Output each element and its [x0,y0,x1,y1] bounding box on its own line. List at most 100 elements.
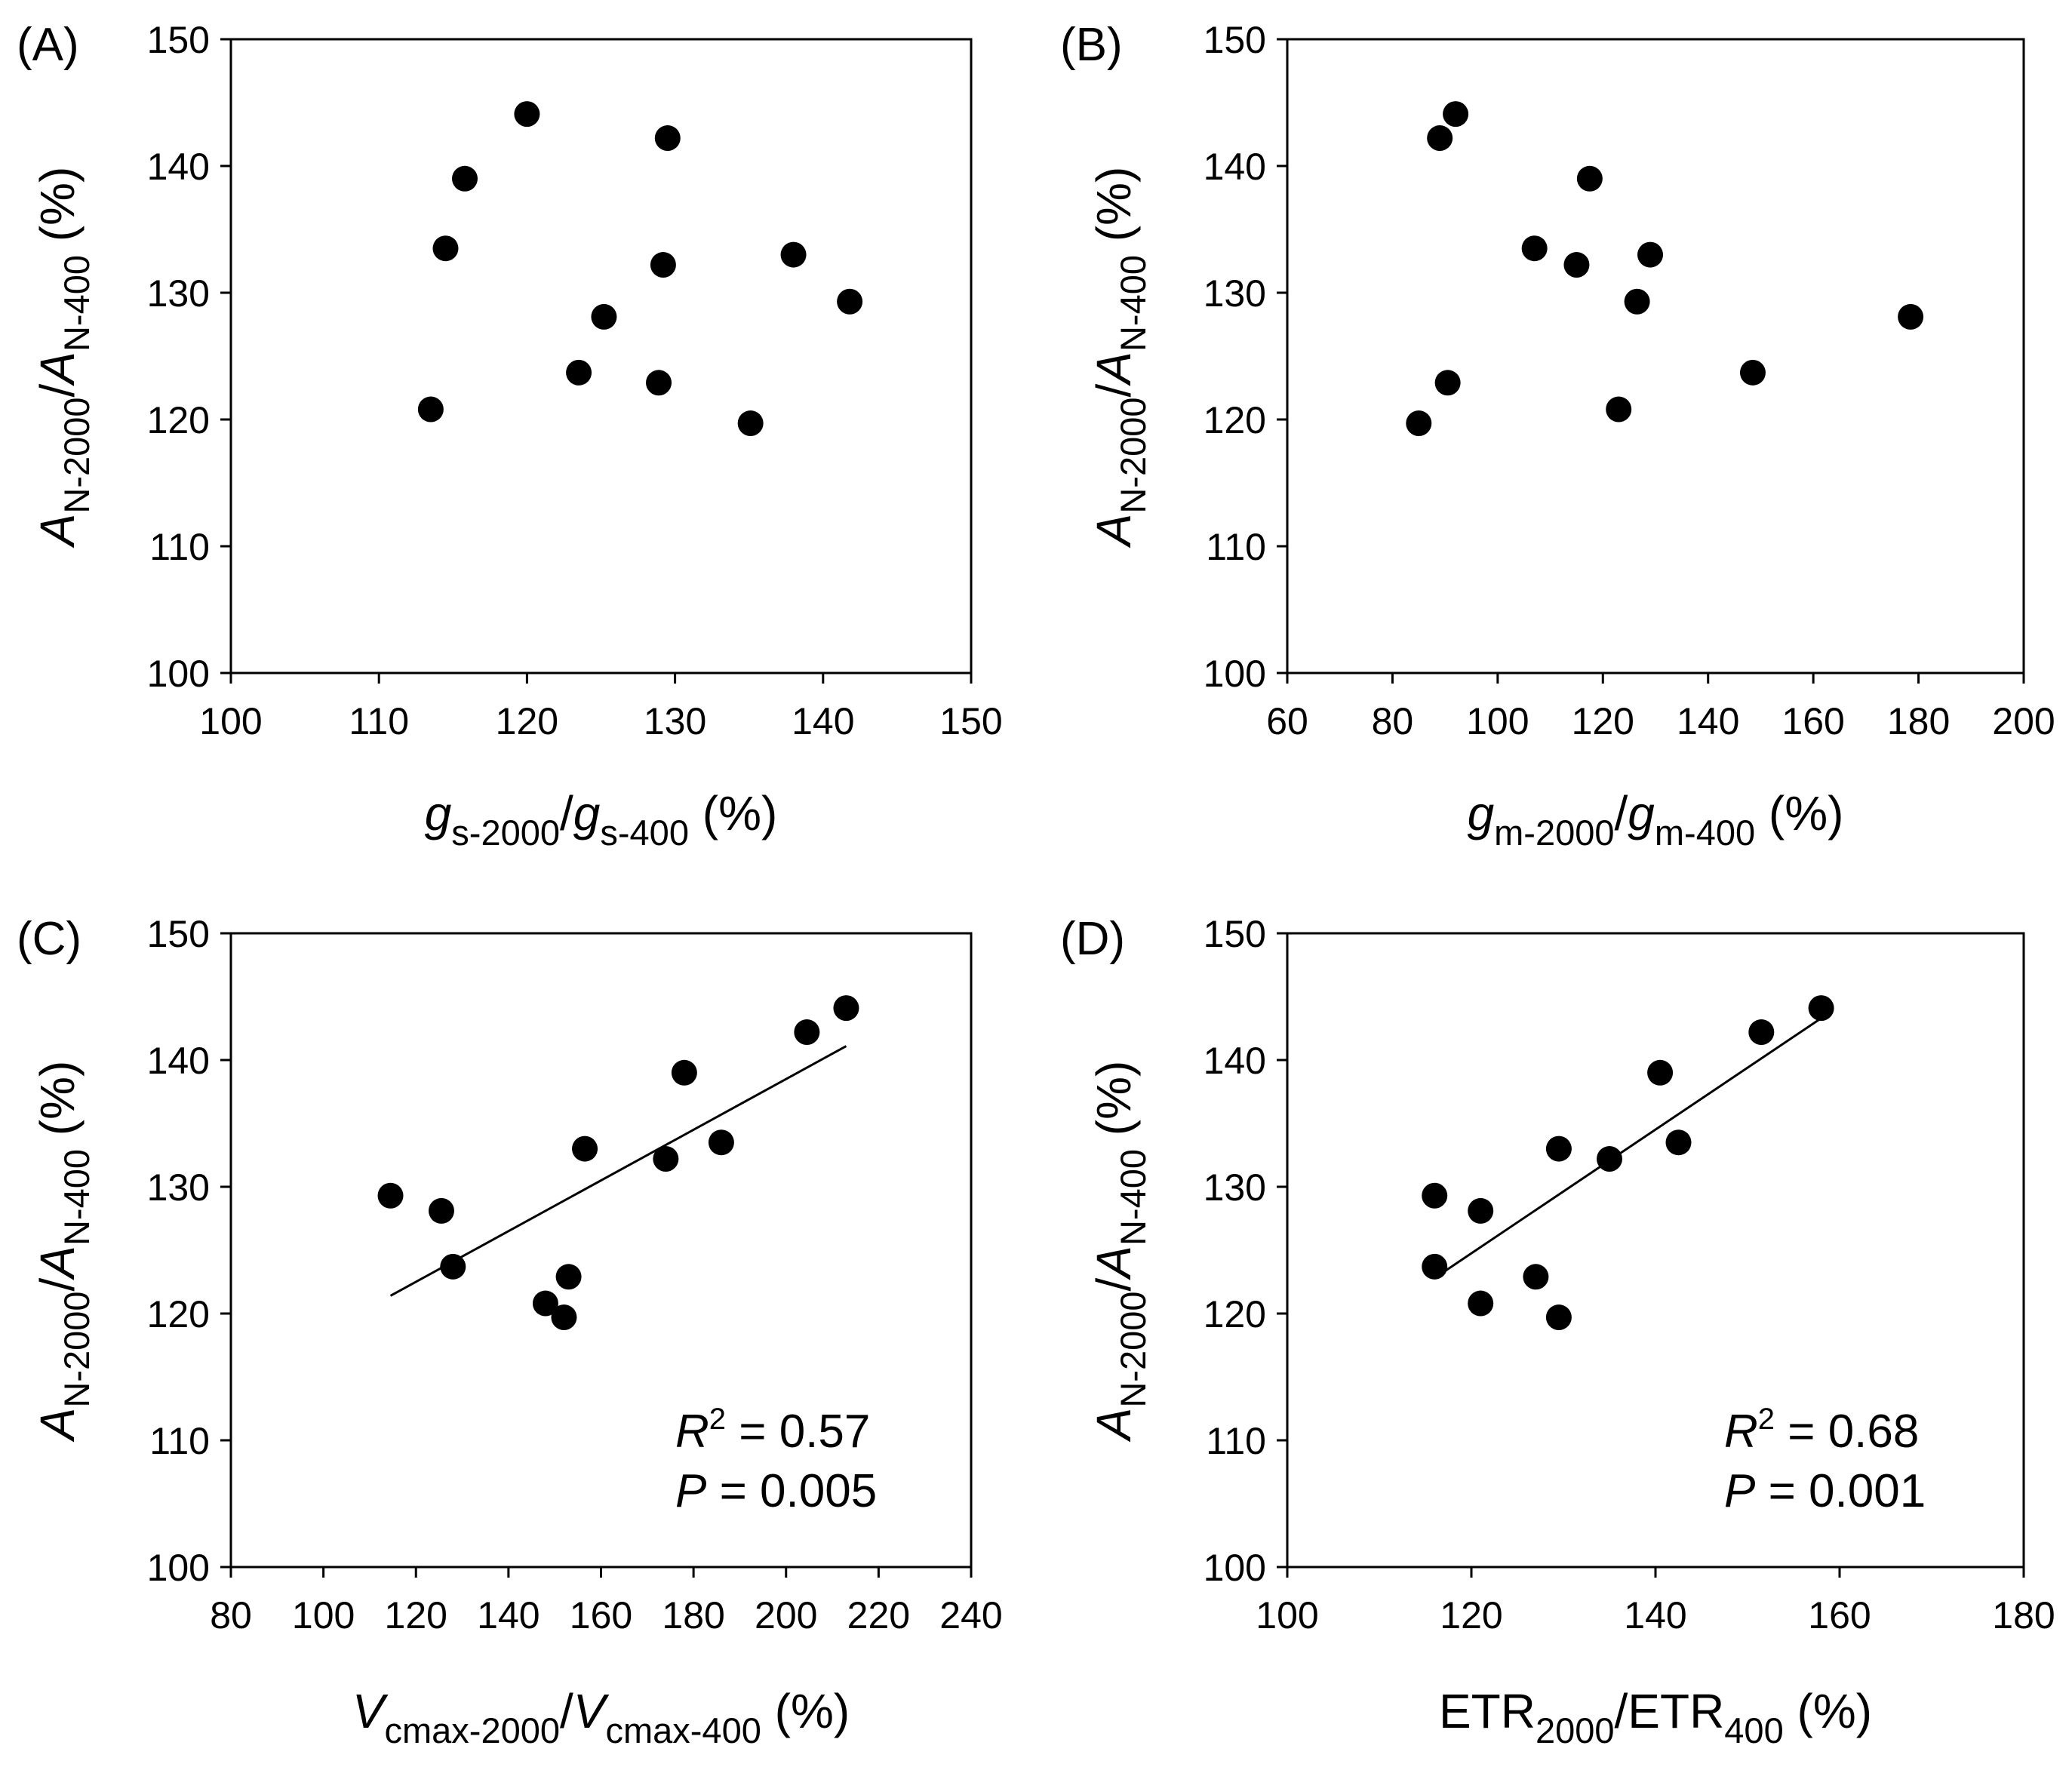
x-tick-label: 100 [199,700,262,742]
panel-a-frame [229,38,973,675]
y-axis-title: AN-2000/AN-400 (%) [30,167,97,549]
y-axis-title-part: N-400 [57,1149,97,1246]
data-point [646,370,672,396]
data-point [650,252,676,278]
y-tick-label: 150 [147,913,210,955]
x-axis-title-part: /ETR [1615,1684,1725,1738]
data-point [1808,995,1834,1022]
data-point [653,1146,679,1172]
y-axis-title-part: N-2000 [1113,1291,1153,1407]
data-point [1406,410,1432,437]
panel-d: (D)100 120 140 160 180100110120130140150ETR2… [1060,913,2055,1750]
y-axis-title-part: (%) [1087,1061,1141,1149]
y-tick-label: 140 [147,146,210,188]
data-point [377,1182,404,1209]
data-point [591,303,617,330]
x-axis-title: ETR2000/ETR400 (%) [1439,1684,1872,1750]
y-tick-label: 130 [1204,272,1266,315]
x-tick-label: 160 [1808,1594,1871,1636]
data-point [1898,303,1924,330]
r-squared-value: = 0.57 [726,1406,870,1458]
data-point [566,359,592,386]
p-value: = 0.005 [706,1465,877,1517]
panel-d-label: (D) [1060,913,1125,965]
y-axis-title-part: N-400 [57,255,97,352]
y-axis-title-part: (%) [1087,167,1141,255]
data-point [432,235,459,262]
data-point [417,396,444,423]
y-tick-label: 110 [149,526,210,568]
x-axis-title-part: g [1628,786,1655,840]
y-tick-label: 100 [1204,653,1266,695]
y-axis-title-part: N-400 [1113,255,1153,352]
y-tick-label: 130 [147,272,210,315]
y-tick-label: 130 [1204,1166,1266,1209]
r-squared-annotation: R2 = 0.68 [1724,1403,1919,1458]
panel-b: (B) 60 80 100 120 140 160 180 200 100 110 120 130 140… [1060,19,2055,853]
data-point [1576,165,1603,192]
regression-line [1434,1017,1822,1280]
x-axis-title-part: (%) [1755,786,1843,840]
r-squared-symbol: R [675,1406,709,1458]
x-axis-title-part: g [573,786,601,840]
y-axis-title-part: A [30,352,85,387]
data-point [837,288,863,315]
y-tick-label: 150 [1204,19,1266,61]
y-axis-title-part: A [1087,352,1141,387]
p-value-annotation: P = 0.005 [675,1465,877,1517]
y-axis-title-part: / [30,383,85,397]
x-tick-label: 180 [662,1594,724,1636]
y-tick-label: 100 [1204,1547,1266,1589]
x-tick-label: 130 [644,700,706,742]
data-point [1427,125,1453,152]
x-tick-label: 120 [496,700,558,742]
data-point [1468,1197,1494,1224]
x-axis-title-part: / [560,786,573,840]
x-axis-title-part: (%) [689,786,777,840]
x-axis-title-part: m-400 [1655,813,1755,853]
y-axis-title-part: / [1087,1277,1141,1291]
data-point [572,1135,598,1162]
y-tick-label: 120 [147,1293,210,1335]
y-axis-title-part: A [1087,514,1141,549]
x-tick-label: 140 [1677,700,1739,742]
x-tick-label: 220 [847,1594,910,1636]
y-axis-title-part: A [30,1246,85,1281]
x-tick-label: 160 [570,1594,632,1636]
r-squared-exponent: 2 [1758,1403,1775,1436]
r-squared-annotation: R2 = 0.57 [675,1403,870,1458]
data-point [780,241,807,268]
data-point [794,1019,820,1046]
panel-a-label: (A) [17,19,79,71]
x-tick-label: 80 [1372,700,1414,742]
y-axis-title: AN-2000/AN-400 (%) [30,1061,97,1443]
panel-c-label: (C) [17,913,81,965]
y-axis-title-part: A [30,514,85,549]
y-tick-label: 150 [147,19,210,61]
data-point [1545,1135,1572,1162]
panel-b-label: (B) [1060,19,1123,71]
y-axis-title-part: A [1087,1408,1141,1443]
x-tick-label: 200 [755,1594,817,1636]
y-axis-title-part: (%) [30,167,85,255]
x-axis-title-part: g [1468,786,1495,840]
x-tick-label: 140 [792,700,854,742]
y-tick-label: 100 [147,1547,210,1589]
data-point [532,1290,558,1317]
data-point [1422,1253,1448,1280]
x-tick-label: 180 [1992,1594,2055,1636]
y-tick-label: 120 [1204,399,1266,441]
x-axis-title-part: 2000 [1536,1710,1615,1750]
data-point [514,101,540,128]
x-tick-label: 140 [1624,1594,1686,1636]
data-point [555,1264,582,1290]
y-axis-title-part: / [1087,383,1141,397]
data-point [1422,1182,1448,1209]
y-axis-title-part: N-400 [1113,1149,1153,1246]
y-tick-label: 140 [1204,146,1266,188]
data-point [1748,1019,1775,1046]
x-axis-title: gs-2000/gs-400 (%) [425,786,778,853]
x-tick-label: 100 [292,1594,355,1636]
x-axis-title-part: m-2000 [1494,813,1614,853]
